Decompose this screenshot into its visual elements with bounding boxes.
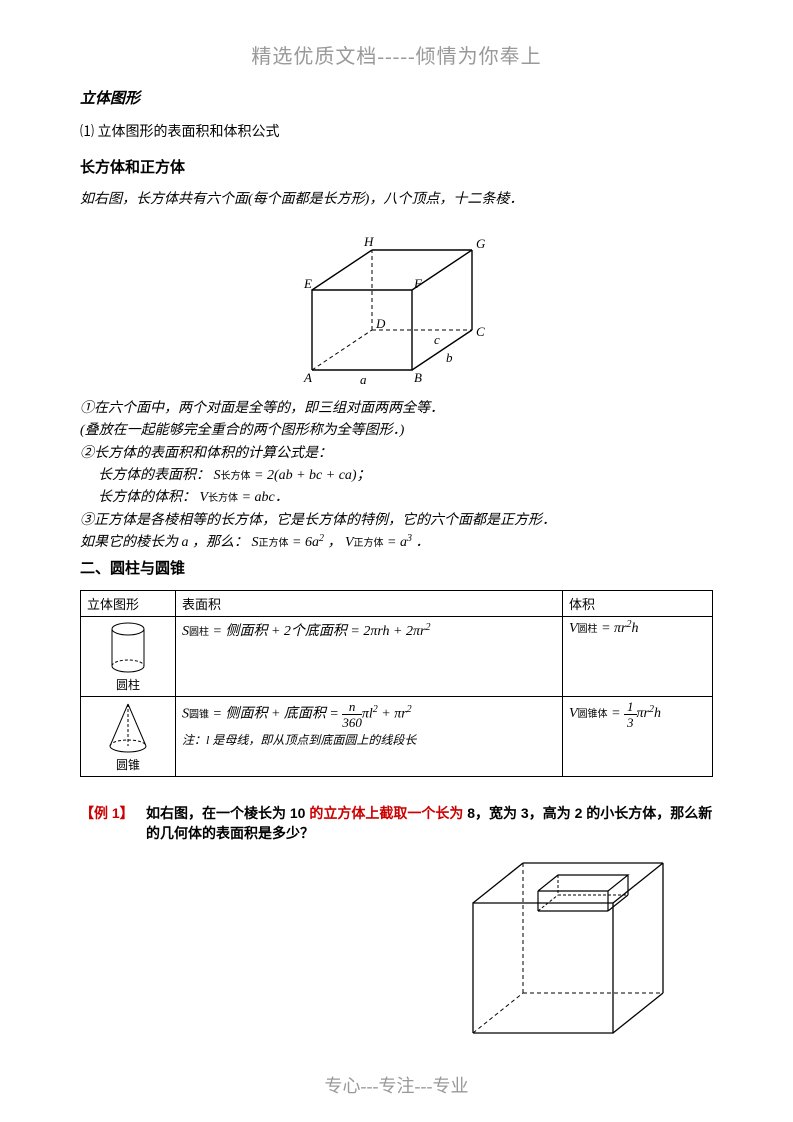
cone-sa-b: πl [362,706,373,721]
v-V: V [200,490,209,505]
bullet-1a: ①在六个面中，两个对面是全等的，即三组对面两两全等． [80,398,713,420]
cone-icon [106,700,150,756]
table-row: 圆锥 S圆锥 = 侧面积 + 底面积 = n360πl2 + πr2 注：l 是… [81,696,713,776]
sa-sub: 长方体 [221,471,251,482]
cone-v-t1: πr [637,706,649,721]
ex-text-red: 的立方体上截取一个长为 [309,805,463,821]
cylinder-label: 圆柱 [116,676,140,693]
cyl-v: = πr [598,621,627,636]
label-E: E [303,276,312,291]
cone-label: 圆锥 [116,756,140,773]
example-label: 【例 1】 [80,803,146,843]
cuboid-figure: A B C D E F G H a b c [80,220,713,390]
label-B: B [414,370,422,385]
v-sub: 长方体 [208,493,238,504]
page-header: 精选优质文档-----倾情为你奉上 [80,40,713,69]
label-c: c [434,332,440,347]
b3b-v-rhs: = a [384,535,407,550]
b3b-s-rhs: = 6a [289,535,319,550]
label-G: G [476,236,486,251]
cone-v-t2: h [654,706,661,721]
page: 精选优质文档-----倾情为你奉上 立体图形 ⑴ 立体图形的表面积和体积公式 长… [0,0,793,1122]
v-label: 长方体的体积： [98,490,196,505]
ex-text-a: 如右图，在一个棱长为 10 [146,805,309,821]
label-b: b [446,350,453,365]
cone-note: 注：l 是母线，即从顶点到底面圆上的线段长 [182,731,556,748]
b3b-S: S [252,535,259,550]
b3b-mid: ， [327,535,341,550]
cone-sa-c: + πr [378,706,407,721]
section-1-heading: ⑴ 立体图形的表面积和体积公式 [80,122,713,144]
heading-cuboid: 长方体和正方体 [80,156,713,177]
label-D: D [375,316,386,331]
page-footer: 专心---专注---专业 [0,1072,793,1098]
cone-v-eq: = [608,706,624,721]
label-F: F [413,276,423,291]
bullet-3b: 如果它的棱长为 a ，那么： S正方体 = 6a2 ， V正方体 = a3 ． [80,532,713,554]
cyl-v-tail: h [631,621,638,636]
b3b-end: ． [415,535,429,550]
example-figure [80,843,713,1053]
col-surface: 表面积 [176,590,563,616]
bullet-2: ②长方体的表面积和体积的计算公式是： [80,443,713,465]
table-row: 圆柱 S圆柱 = 侧面积 + 2个底面积 = 2πrh + 2πr2 V圆柱 =… [81,616,713,696]
volume-line: 长方体的体积： V长方体 = abc． [98,487,713,509]
label-H: H [363,234,374,249]
intro-text: 如右图，长方体共有六个面(每个面都是长方形)，八个顶点，十二条棱． [80,189,713,211]
v-rhs: = abc． [238,490,289,505]
b3b-s-sub: 正方体 [259,538,289,549]
sa-S: S [214,468,221,483]
bullet-3: ③正方体是各棱相等的长方体，它是长方体的特例，它的六个面都是正方形． [80,510,713,532]
col-shape: 立体图形 [81,590,176,616]
sa-label: 长方体的表面积： [98,468,210,483]
b3b-cu: 3 [407,533,412,544]
b3b-v-sub: 正方体 [354,538,384,549]
label-A: A [303,370,312,385]
surface-area-line: 长方体的表面积： S长方体 = 2(ab + bc + ca)； [98,465,713,487]
heading-cylinder-cone: 二、圆柱与圆锥 [80,557,713,578]
label-C: C [476,324,485,339]
sa-rhs: = 2(ab + bc + ca)； [251,468,371,483]
b3b-sq: 2 [319,533,324,544]
shapes-table: 立体图形 表面积 体积 圆柱 S圆柱 = 侧面积 + 2个底面积 = [80,590,713,777]
b3b-V: V [345,535,354,550]
cylinder-icon [106,620,150,676]
b3b-pre: 如果它的棱长为 a ，那么： [80,535,248,550]
example-1: 【例 1】 如右图，在一个棱长为 10 的立方体上截取一个长为 8，宽为 3，高… [80,803,713,843]
label-a: a [360,372,367,387]
cyl-sa: = 侧面积 + 2个底面积 = 2πrh + 2πr [209,624,425,639]
title-solid-figures: 立体图形 [80,87,713,108]
col-volume: 体积 [563,590,713,616]
cone-sa-a: = 侧面积 + 底面积 = [209,706,342,721]
bullet-1b: (叠放在一起能够完全重合的两个图形称为全等图形．) [80,420,713,442]
